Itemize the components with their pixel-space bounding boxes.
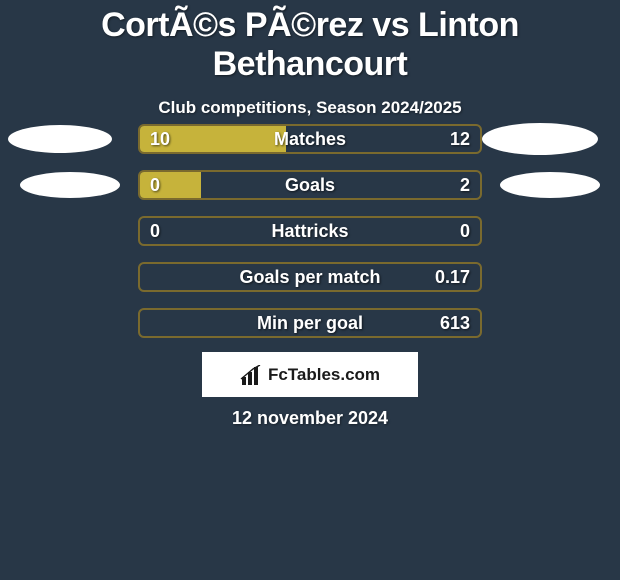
- stat-value-left: 0: [150, 172, 160, 198]
- stat-bar: 1012Matches: [138, 124, 482, 154]
- stat-row: 0 0Hattricks: [0, 216, 620, 246]
- stat-value-right: 12: [450, 126, 470, 152]
- player-left-ellipse: [8, 125, 112, 153]
- bar-chart-icon: [240, 365, 262, 385]
- stat-bar: 0.17Goals per match: [138, 262, 482, 292]
- stat-value-right: 0.17: [435, 264, 470, 290]
- comparison-infographic: CortÃ©s PÃ©rez vs Linton Bethancourt Clu…: [0, 0, 620, 580]
- stat-value-left: 0: [150, 218, 160, 244]
- player-right-ellipse: [482, 123, 598, 155]
- stat-value-left: 10: [150, 126, 170, 152]
- date-label: 12 november 2024: [0, 408, 620, 429]
- brand-text: FcTables.com: [268, 365, 380, 385]
- subtitle: Club competitions, Season 2024/2025: [0, 98, 620, 118]
- page-title: CortÃ©s PÃ©rez vs Linton Bethancourt: [0, 0, 620, 84]
- stat-label: Min per goal: [140, 310, 480, 336]
- player-left-ellipse: [20, 172, 120, 198]
- stat-label: Hattricks: [140, 218, 480, 244]
- stat-rows: 1012Matches02Goals00Hattricks0.17Goals p…: [0, 124, 620, 354]
- player-right-ellipse: [500, 172, 600, 198]
- stat-row: 613Min per goal: [0, 308, 620, 338]
- stat-label: Goals per match: [140, 264, 480, 290]
- stat-value-right: 613: [440, 310, 470, 336]
- stat-row: 1012Matches: [0, 124, 620, 154]
- stat-row: 0.17Goals per match: [0, 262, 620, 292]
- brand-box[interactable]: FcTables.com: [202, 352, 418, 397]
- stat-bar: 02Goals: [138, 170, 482, 200]
- stat-bar: 0 0Hattricks: [138, 216, 482, 246]
- stat-row: 02Goals: [0, 170, 620, 200]
- stat-value-right: 2: [460, 172, 470, 198]
- stat-value-right: 0: [460, 218, 470, 244]
- stat-bar: 613Min per goal: [138, 308, 482, 338]
